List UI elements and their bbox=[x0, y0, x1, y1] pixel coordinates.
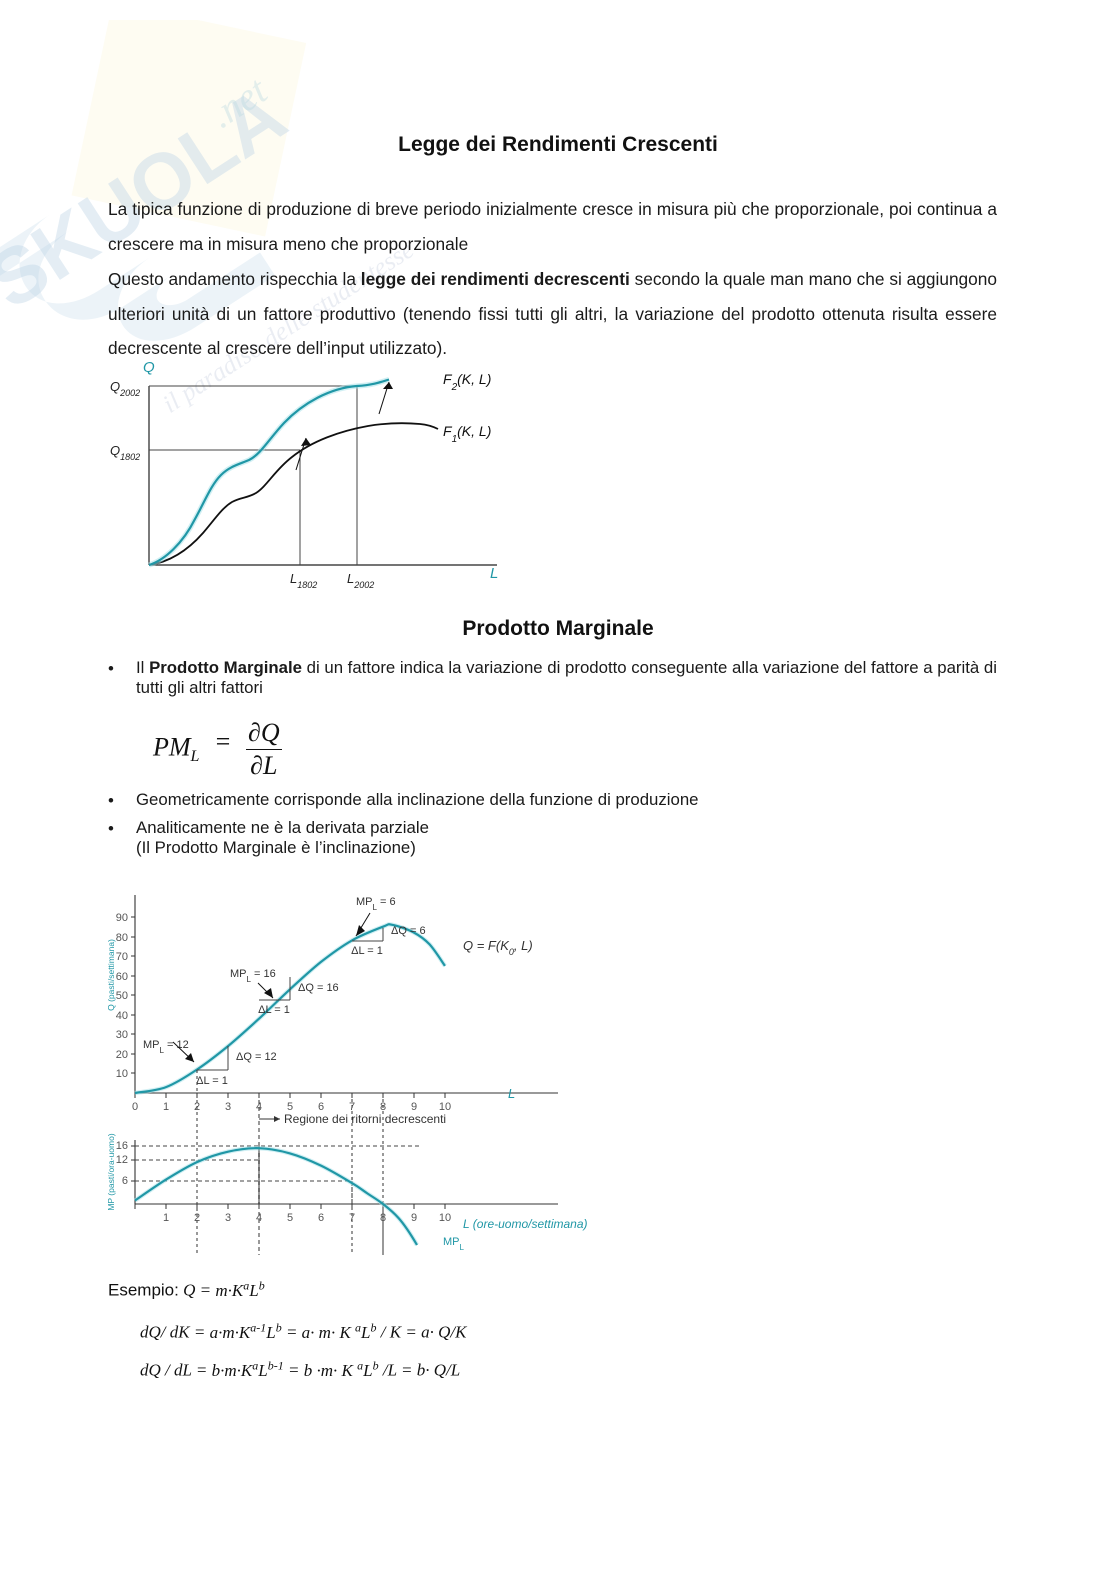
svg-text:16: 16 bbox=[116, 1140, 128, 1152]
svg-text:90: 90 bbox=[116, 912, 128, 924]
svg-text:9: 9 bbox=[411, 1212, 417, 1224]
svg-text:10: 10 bbox=[116, 1068, 128, 1080]
svg-text:2: 2 bbox=[194, 1212, 200, 1224]
svg-text:L (ore-uomo/settimana): L (ore-uomo/settimana) bbox=[463, 1217, 588, 1231]
svg-text:3: 3 bbox=[225, 1101, 231, 1113]
svg-text:MPL = 12: MPL = 12 bbox=[143, 1039, 189, 1055]
svg-text:6: 6 bbox=[122, 1175, 128, 1187]
svg-text:ΔQ = 6: ΔQ = 6 bbox=[391, 925, 426, 937]
svg-text:Regione dei ritorni decrescent: Regione dei ritorni decrescenti bbox=[284, 1112, 446, 1126]
svg-text:ΔL = 1: ΔL = 1 bbox=[351, 945, 383, 957]
svg-text:ΔL = 1: ΔL = 1 bbox=[196, 1075, 228, 1087]
svg-text:60: 60 bbox=[116, 971, 128, 983]
svg-text:40: 40 bbox=[116, 1010, 128, 1022]
svg-text:12: 12 bbox=[116, 1154, 128, 1166]
svg-text:30: 30 bbox=[116, 1029, 128, 1041]
svg-text:Q = F(K0, L): Q = F(K0, L) bbox=[463, 938, 533, 957]
svg-text:4: 4 bbox=[256, 1212, 262, 1224]
svg-text:1: 1 bbox=[163, 1101, 169, 1113]
svg-text:ΔL = 1: ΔL = 1 bbox=[258, 1004, 290, 1016]
svg-text:7: 7 bbox=[349, 1212, 355, 1224]
svg-text:10: 10 bbox=[439, 1212, 451, 1224]
svg-text:ΔQ = 16: ΔQ = 16 bbox=[298, 982, 339, 994]
svg-text:Q (pasti/settimana): Q (pasti/settimana) bbox=[108, 939, 116, 1011]
svg-text:6: 6 bbox=[318, 1212, 324, 1224]
svg-text:L: L bbox=[508, 1086, 515, 1101]
svg-text:50: 50 bbox=[116, 990, 128, 1002]
svg-text:70: 70 bbox=[116, 951, 128, 963]
svg-text:MPL: MPL bbox=[443, 1236, 465, 1252]
svg-text:5: 5 bbox=[287, 1212, 293, 1224]
svg-text:80: 80 bbox=[116, 932, 128, 944]
svg-text:1: 1 bbox=[163, 1212, 169, 1224]
svg-text:20: 20 bbox=[116, 1049, 128, 1061]
svg-text:0: 0 bbox=[132, 1101, 138, 1113]
svg-text:MPL = 16: MPL = 16 bbox=[230, 968, 276, 984]
svg-text:ΔQ = 12: ΔQ = 12 bbox=[236, 1051, 277, 1063]
svg-text:MP (pasti/ora-uomo): MP (pasti/ora-uomo) bbox=[108, 1133, 116, 1210]
svg-text:3: 3 bbox=[225, 1212, 231, 1224]
svg-text:MPL = 6: MPL = 6 bbox=[356, 896, 396, 912]
